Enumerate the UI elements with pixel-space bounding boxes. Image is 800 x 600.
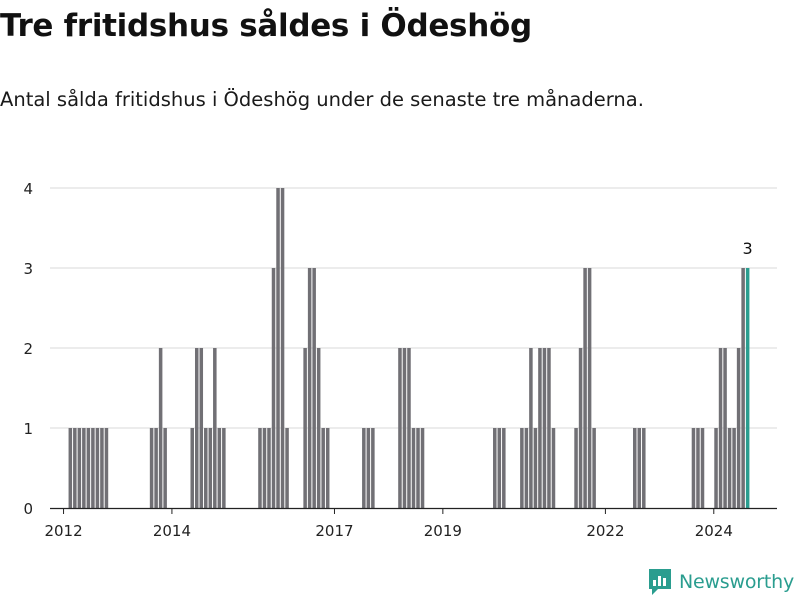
bar [727, 428, 732, 508]
bar [307, 268, 312, 508]
bar [411, 428, 416, 508]
x-tick-label: 2024 [695, 522, 733, 540]
y-tick-label: 2 [23, 340, 33, 358]
bar [642, 428, 646, 508]
bar [199, 348, 204, 508]
y-tick-label: 0 [23, 500, 33, 518]
bar [402, 348, 407, 508]
bar [533, 428, 538, 508]
bar [204, 428, 208, 508]
bar [718, 348, 723, 508]
bar [163, 428, 167, 508]
bar [222, 428, 226, 508]
bar [190, 428, 195, 508]
bar [100, 428, 104, 508]
bar [325, 428, 330, 508]
bar [497, 428, 502, 508]
bar [592, 428, 596, 508]
newsworthy-logo-icon [648, 569, 671, 595]
bar [524, 428, 529, 508]
bar [732, 428, 736, 508]
x-tick-label: 2017 [315, 522, 353, 540]
bar [280, 188, 285, 508]
bar [362, 428, 366, 508]
bar [321, 428, 325, 508]
bar [194, 348, 199, 508]
bar [262, 428, 267, 508]
bar [637, 428, 642, 508]
bar [714, 428, 718, 508]
bar [583, 268, 587, 508]
bar [271, 268, 276, 508]
bar [68, 428, 73, 508]
bar [213, 348, 217, 508]
bar [366, 428, 371, 508]
bar [741, 268, 745, 508]
bar [420, 428, 425, 508]
bar [267, 428, 271, 508]
bar [520, 428, 524, 508]
bar [91, 428, 95, 508]
bar [158, 348, 163, 508]
y-tick-label: 3 [23, 260, 33, 278]
y-tick-label: 1 [23, 420, 33, 438]
bar [538, 348, 542, 508]
bar [86, 428, 91, 508]
bar [723, 348, 727, 508]
bar [285, 428, 289, 508]
bar [398, 348, 402, 508]
x-tick-label: 2014 [153, 522, 191, 540]
bar [95, 428, 100, 508]
bar [587, 268, 592, 508]
bar [149, 428, 154, 508]
newsworthy-logo: Newsworthy [647, 568, 794, 596]
bar [73, 428, 77, 508]
bar [574, 428, 578, 508]
y-tick-label: 4 [23, 180, 33, 198]
bar [276, 188, 280, 508]
bar [691, 428, 696, 508]
bar [551, 428, 556, 508]
bar [104, 428, 109, 508]
x-tick-label: 2019 [424, 522, 462, 540]
bar [542, 348, 547, 508]
bar [208, 428, 213, 508]
newsworthy-brand: Newsworthy [678, 571, 794, 593]
bar [416, 428, 420, 508]
data-label: 3 [743, 239, 753, 258]
bar [312, 268, 316, 508]
bar [371, 428, 375, 508]
bar [502, 428, 506, 508]
chart-title: Tre fritidshus såldes i Ödeshög [0, 8, 532, 44]
bar [316, 348, 321, 508]
bar [154, 428, 158, 508]
bar-highlight [745, 268, 750, 508]
x-tick-label: 2012 [44, 522, 82, 540]
bar [303, 348, 307, 508]
bar [578, 348, 583, 508]
bar [258, 428, 262, 508]
x-tick-label: 2022 [586, 522, 624, 540]
bar [529, 348, 533, 508]
chart-subtitle: Antal sålda fritidshus i Ödeshög under d… [0, 88, 644, 111]
bar [82, 428, 86, 508]
bar [696, 428, 700, 508]
bar [217, 428, 222, 508]
bar [407, 348, 411, 508]
bar [547, 348, 551, 508]
bar [493, 428, 497, 508]
bar [736, 348, 741, 508]
bar [700, 428, 705, 508]
bar [632, 428, 637, 508]
bar [77, 428, 82, 508]
